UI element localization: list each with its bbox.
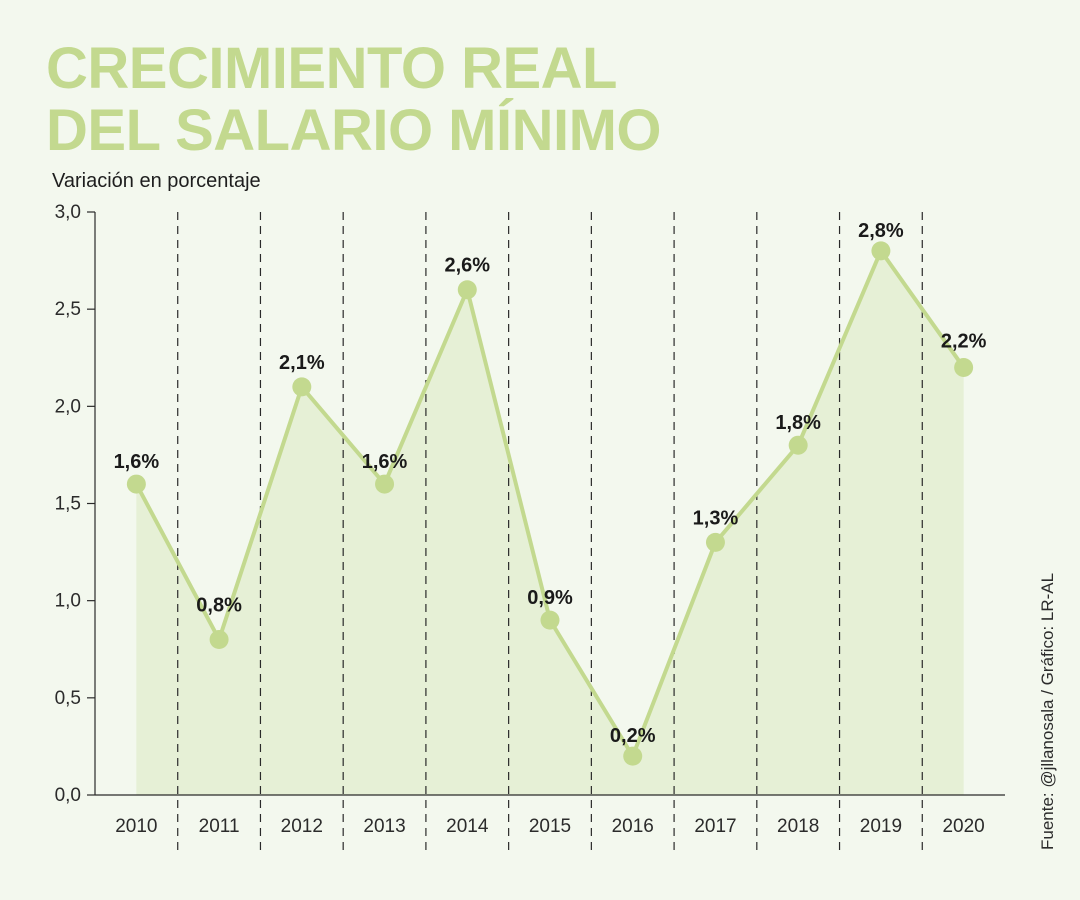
data-point: [457, 280, 477, 300]
x-tick-label: 2013: [363, 816, 405, 837]
y-tick-label: 2,0: [55, 396, 81, 417]
data-point: [788, 435, 808, 455]
data-label: 2,1%: [279, 352, 325, 374]
data-point: [871, 241, 891, 261]
data-label: 0,2%: [610, 725, 656, 747]
y-axis-subtitle: Variación en porcentaje: [52, 170, 261, 192]
x-tick-label: 2011: [199, 816, 240, 837]
data-label: 1,6%: [362, 451, 408, 473]
data-point: [292, 377, 312, 397]
x-tick-label: 2012: [281, 816, 323, 837]
x-tick-label: 2015: [529, 816, 571, 837]
data-label: 2,2%: [941, 330, 987, 352]
data-point: [375, 474, 395, 494]
data-point: [954, 357, 974, 377]
area-fill: [136, 250, 964, 795]
x-tick-label: 2010: [115, 816, 157, 837]
x-tick-label: 2017: [694, 816, 736, 837]
data-point: [705, 532, 725, 552]
data-label: 0,9%: [527, 587, 573, 609]
data-point: [623, 746, 643, 766]
data-label: 2,6%: [444, 255, 490, 277]
y-tick-label: 2,5: [55, 299, 81, 320]
title-line-2: DEL SALARIO MÍNIMO: [46, 98, 662, 163]
data-label: 2,8%: [858, 220, 904, 242]
chart-title: CRECIMIENTO REAL DEL SALARIO MÍNIMO: [46, 36, 662, 163]
data-point: [209, 630, 229, 650]
data-label: 1,8%: [775, 412, 821, 434]
title-line-1: CRECIMIENTO REAL: [46, 36, 617, 101]
x-tick-label: 2020: [942, 816, 984, 837]
data-label: 0,8%: [196, 595, 242, 617]
y-tick-label: 1,5: [55, 494, 81, 515]
data-label: 1,6%: [114, 451, 160, 473]
x-tick-label: 2019: [860, 816, 902, 837]
data-point: [540, 610, 560, 630]
y-tick-label: 0,0: [55, 785, 81, 806]
data-point: [126, 474, 146, 494]
y-tick-label: 3,0: [55, 202, 81, 223]
y-tick-label: 1,0: [55, 591, 81, 612]
x-tick-label: 2018: [777, 816, 819, 837]
x-tick-label: 2014: [446, 816, 489, 837]
data-label: 1,3%: [693, 507, 739, 529]
y-tick-label: 0,5: [55, 688, 81, 709]
source-credit: Fuente: @jllanosala / Gráfico: LR-AL: [1038, 572, 1057, 850]
x-tick-label: 2016: [612, 816, 654, 837]
